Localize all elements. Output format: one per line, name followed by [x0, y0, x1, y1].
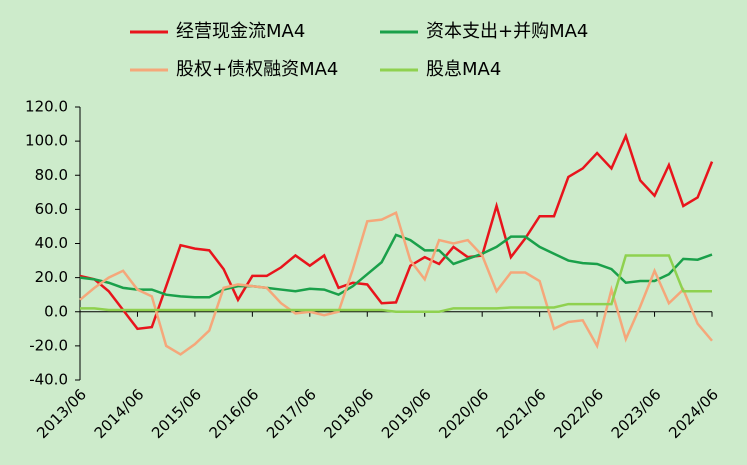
x-tick-label: 2015/06	[148, 385, 205, 442]
line-series	[79, 211, 713, 356]
y-tick-label: -40.0	[29, 371, 68, 389]
y-tick-label: 60.0	[35, 200, 68, 218]
x-tick-label: 2024/06	[665, 385, 722, 442]
y-tick-label: 0.0	[44, 302, 68, 320]
line-series	[80, 254, 712, 313]
x-tick-label: 2017/06	[263, 385, 320, 442]
x-tick-label: 2019/06	[378, 385, 435, 442]
x-tick-label: 2018/06	[320, 385, 377, 442]
y-tick-label: 80.0	[35, 166, 68, 184]
legend-label: 经营现金流MA4	[176, 21, 305, 42]
legend-label: 资本支出+并购MA4	[426, 21, 588, 42]
y-tick-label: 40.0	[35, 234, 68, 252]
x-tick-label: 2016/06	[206, 385, 263, 442]
x-tick-label: 2013/06	[33, 385, 90, 442]
legend-label: 股权+债权融资MA4	[176, 59, 338, 80]
line-series	[79, 132, 714, 331]
y-tick-label: 20.0	[35, 268, 68, 286]
x-tick-label: 2021/06	[493, 385, 550, 442]
x-tick-label: 2023/06	[608, 385, 665, 442]
y-tick-label: 100.0	[25, 132, 68, 150]
legend-label: 股息MA4	[426, 59, 501, 80]
y-tick-label: -20.0	[29, 336, 68, 354]
x-tick-label: 2014/06	[91, 385, 148, 442]
line-series	[79, 233, 713, 299]
y-tick-label: 120.0	[25, 98, 68, 116]
x-tick-label: 2020/06	[435, 385, 492, 442]
x-tick-label: 2022/06	[550, 385, 607, 442]
